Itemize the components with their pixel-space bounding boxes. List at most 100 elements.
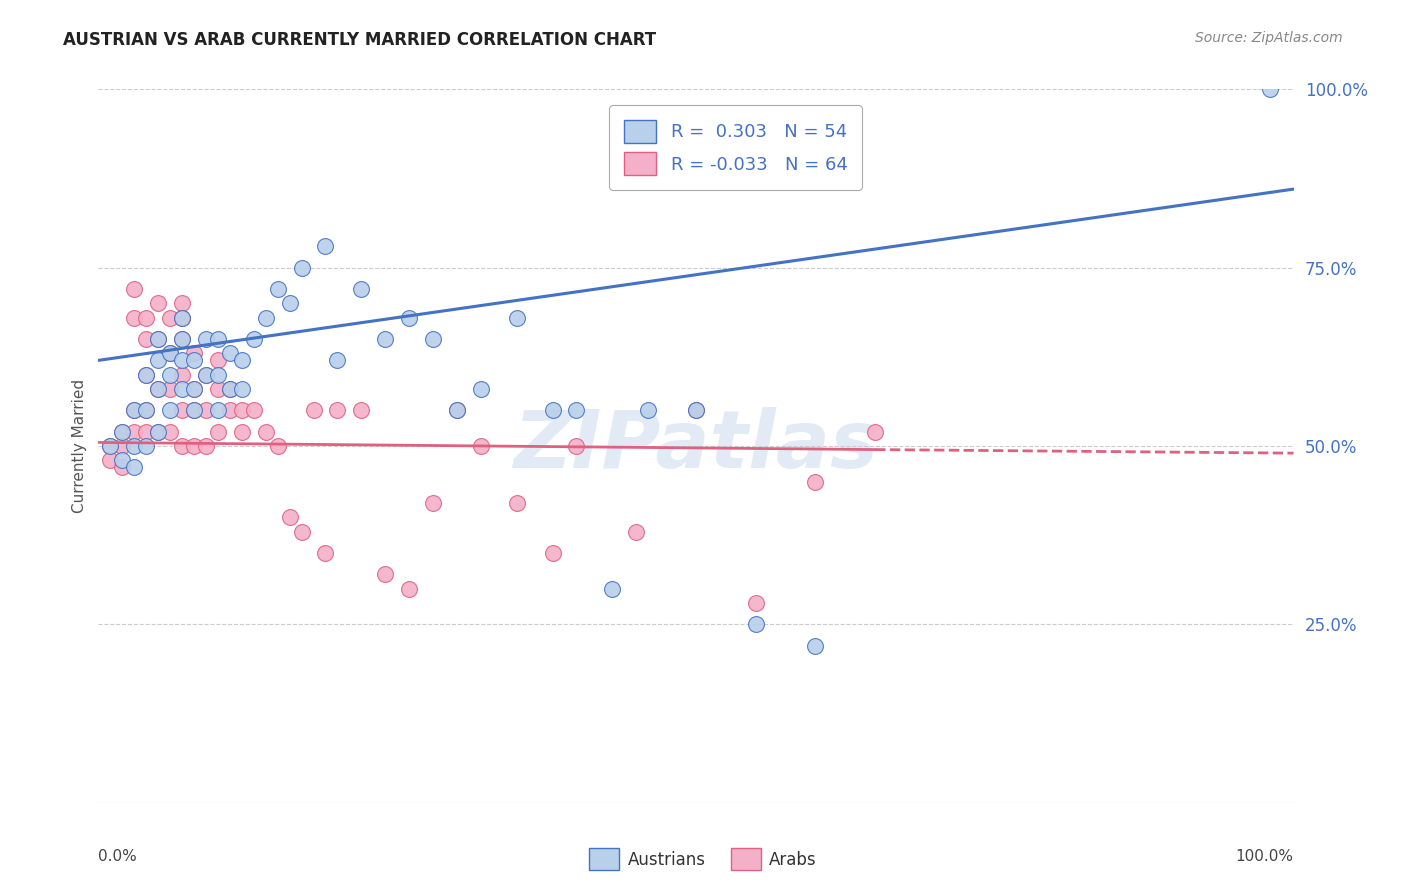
Point xyxy=(148,382,170,396)
Point xyxy=(124,403,146,417)
Point xyxy=(124,439,146,453)
Point xyxy=(111,425,134,439)
Point xyxy=(745,596,768,610)
Point xyxy=(172,310,194,325)
Text: ZIPatlas: ZIPatlas xyxy=(513,407,879,485)
Point xyxy=(865,425,887,439)
Point xyxy=(172,382,194,396)
Point xyxy=(565,403,588,417)
Point xyxy=(135,310,157,325)
Point xyxy=(243,332,266,346)
Point xyxy=(302,403,325,417)
Point xyxy=(207,403,229,417)
Point xyxy=(219,382,242,396)
Point xyxy=(267,439,290,453)
Point xyxy=(637,403,659,417)
Point xyxy=(183,439,205,453)
Text: 0.0%: 0.0% xyxy=(98,849,138,864)
Point xyxy=(183,353,205,368)
Point xyxy=(291,260,314,275)
Text: AUSTRIAN VS ARAB CURRENTLY MARRIED CORRELATION CHART: AUSTRIAN VS ARAB CURRENTLY MARRIED CORRE… xyxy=(63,31,657,49)
Point xyxy=(172,332,194,346)
Point xyxy=(124,310,146,325)
Point xyxy=(315,239,337,253)
Point xyxy=(98,439,122,453)
Point xyxy=(183,382,205,396)
Point xyxy=(124,425,146,439)
Point xyxy=(98,439,122,453)
Point xyxy=(207,368,229,382)
Point xyxy=(111,453,134,467)
Point xyxy=(195,439,218,453)
Point xyxy=(506,496,529,510)
Point xyxy=(374,332,396,346)
Point xyxy=(541,546,564,560)
Point xyxy=(231,403,253,417)
Point xyxy=(111,460,134,475)
Point xyxy=(326,353,349,368)
Point xyxy=(267,282,290,296)
Point xyxy=(195,368,218,382)
Text: Source: ZipAtlas.com: Source: ZipAtlas.com xyxy=(1195,31,1343,45)
Point xyxy=(195,368,218,382)
Point xyxy=(124,403,146,417)
Point xyxy=(159,368,181,382)
Point xyxy=(422,332,444,346)
Point xyxy=(278,510,301,524)
Point xyxy=(350,403,373,417)
Point xyxy=(135,403,157,417)
Point xyxy=(207,353,229,368)
Point xyxy=(172,332,194,346)
Point xyxy=(159,346,181,360)
Point xyxy=(745,617,768,632)
Point xyxy=(172,439,194,453)
Point xyxy=(148,332,170,346)
Point xyxy=(446,403,468,417)
Point xyxy=(135,403,157,417)
Point xyxy=(315,546,337,560)
Point xyxy=(148,382,170,396)
Legend: Austrians, Arabs: Austrians, Arabs xyxy=(582,842,824,877)
Point xyxy=(602,582,624,596)
Point xyxy=(159,425,181,439)
Point xyxy=(1258,82,1281,96)
Text: 100.0%: 100.0% xyxy=(1236,849,1294,864)
Point xyxy=(470,382,492,396)
Point xyxy=(422,496,444,510)
Point xyxy=(148,425,170,439)
Point xyxy=(278,296,301,310)
Point xyxy=(804,475,827,489)
Point xyxy=(172,296,194,310)
Point xyxy=(135,332,157,346)
Point xyxy=(398,582,420,596)
Y-axis label: Currently Married: Currently Married xyxy=(72,379,87,513)
Point xyxy=(207,332,229,346)
Point xyxy=(219,382,242,396)
Point xyxy=(231,382,253,396)
Point xyxy=(172,368,194,382)
Point xyxy=(183,346,205,360)
Point xyxy=(685,403,707,417)
Point xyxy=(254,425,277,439)
Point xyxy=(111,425,134,439)
Point xyxy=(159,382,181,396)
Point xyxy=(172,353,194,368)
Point xyxy=(231,353,253,368)
Point xyxy=(207,425,229,439)
Point xyxy=(254,310,277,325)
Point xyxy=(159,403,181,417)
Point xyxy=(685,403,707,417)
Point xyxy=(506,310,529,325)
Point xyxy=(804,639,827,653)
Point xyxy=(135,439,157,453)
Legend: R =  0.303   N = 54, R = -0.033   N = 64: R = 0.303 N = 54, R = -0.033 N = 64 xyxy=(609,105,862,190)
Point xyxy=(183,403,205,417)
Point xyxy=(135,425,157,439)
Point xyxy=(159,310,181,325)
Point xyxy=(148,332,170,346)
Point xyxy=(148,296,170,310)
Point xyxy=(374,567,396,582)
Point xyxy=(291,524,314,539)
Point xyxy=(172,403,194,417)
Point xyxy=(350,282,373,296)
